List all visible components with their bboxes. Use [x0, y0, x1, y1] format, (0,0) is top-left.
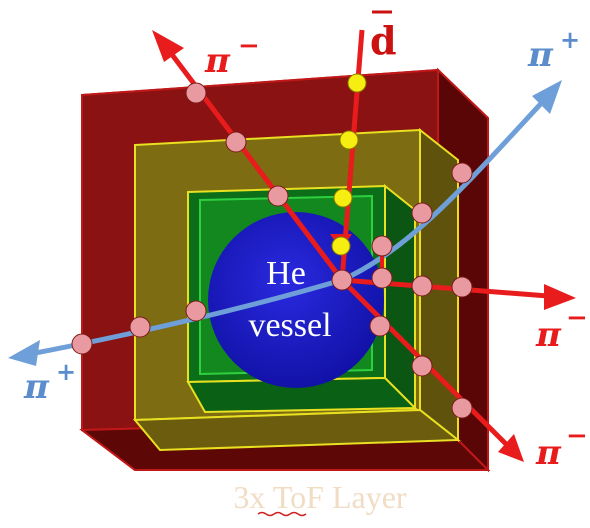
pi-minus-sup-upper-left: − [238, 31, 260, 61]
deuteron-hit [347, 73, 367, 93]
vessel-label-line1: He [266, 255, 306, 292]
hit-point [371, 235, 393, 257]
hits-yellow [331, 73, 367, 256]
hit-point [129, 316, 151, 338]
hit-point [411, 202, 433, 224]
hit-point [71, 333, 93, 355]
hit-point [267, 185, 289, 207]
hit-point [185, 300, 207, 322]
hit-point [411, 275, 433, 297]
vessel-label-line2: vessel [248, 307, 331, 344]
hit-point [451, 276, 473, 298]
deuteron-hit [331, 236, 351, 256]
pi-plus-sup-upper-right: + [560, 25, 580, 54]
deuteron-hit [339, 130, 359, 150]
pi-minus-sup-lower-right: − [566, 421, 588, 451]
pi-plus-label-lower-left: π [23, 367, 50, 407]
pi-minus-sup-right: − [566, 303, 588, 333]
hit-point [451, 162, 473, 184]
tof-layer-label: 3x ToF Layer [233, 479, 406, 515]
hit-point [451, 397, 473, 419]
pi-plus-arrowhead-right [532, 80, 562, 114]
hit-point [411, 355, 433, 377]
he-vessel: He vessel [208, 212, 384, 388]
antideuteron-label: d [370, 18, 397, 63]
tof-label-underline [257, 511, 307, 517]
pi-plus-arrowhead-left [8, 340, 40, 366]
pi-minus-arrowhead-upper-left [152, 30, 184, 62]
pi-minus-label-right: π [535, 315, 562, 355]
hit-point [369, 315, 391, 337]
particle-labels: d π − π + π − π + π − [23, 10, 588, 473]
pi-plus-label-upper-right: π [527, 35, 554, 75]
hit-point [185, 82, 207, 104]
pi-minus-arrowhead-lower-right [498, 434, 524, 462]
pi-minus-label-lower-right: π [535, 433, 562, 473]
hit-point [371, 267, 393, 289]
hit-point [225, 131, 247, 153]
deuteron-hit [333, 188, 353, 208]
vertex-point [331, 269, 353, 291]
pi-minus-arrowhead-right [544, 284, 576, 310]
hits-pink [71, 82, 473, 419]
pi-plus-sup-lower-left: + [56, 357, 76, 386]
pi-minus-label-upper-left: π [204, 41, 231, 81]
